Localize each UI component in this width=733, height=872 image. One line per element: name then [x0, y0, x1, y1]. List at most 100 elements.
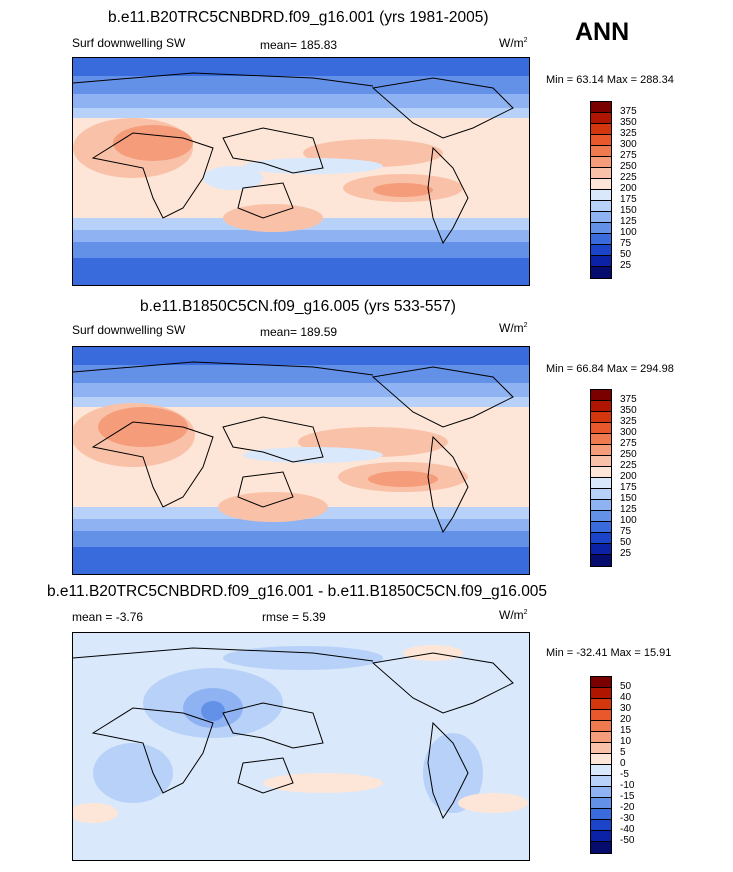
- colorbar-tick-label: 225: [620, 460, 637, 471]
- colorbar-tick-label: 25: [620, 548, 632, 559]
- colorbar-tick-label: 75: [620, 526, 632, 537]
- colorbar-3-swatch: [591, 710, 611, 721]
- colorbar-tick-label: 250: [620, 161, 637, 172]
- colorbar-1-swatch: [591, 223, 611, 234]
- colorbar-tick-label: 150: [620, 205, 637, 216]
- colorbar-3-swatch: [591, 831, 611, 842]
- colorbar-tick-label: 30: [620, 703, 632, 714]
- colorbar-2-swatch: [591, 489, 611, 500]
- panel-3-title: b.e11.B20TRC5CNBDRD.f09_g16.001 - b.e11.…: [47, 583, 548, 600]
- colorbar-tick-label: 20: [620, 714, 632, 725]
- colorbar-tick-label: 275: [620, 438, 637, 449]
- colorbar-1-swatch: [591, 256, 611, 267]
- colorbar-tick-label: 10: [620, 736, 632, 747]
- colorbar-2-swatch: [591, 478, 611, 489]
- colorbar-1-swatch: [591, 157, 611, 168]
- colorbar-2-swatch: [591, 544, 611, 555]
- colorbar-2-swatch: [591, 522, 611, 533]
- colorbar-tick-label: 200: [620, 183, 637, 194]
- colorbar-3-swatch: [591, 798, 611, 809]
- colorbar-1-swatch: [591, 124, 611, 135]
- colorbar-2-swatch: [591, 555, 611, 566]
- panel-3-map: [72, 632, 530, 861]
- panel-1-variable-label: Surf downwelling SW: [72, 36, 186, 50]
- panel-2-map: [72, 346, 530, 575]
- colorbar-tick-label: -5: [620, 769, 629, 780]
- colorbar-tick-label: 40: [620, 692, 632, 703]
- colorbar-tick-label: 100: [620, 227, 637, 238]
- colorbar-3-swatch: [591, 732, 611, 743]
- colorbar-tick-label: 250: [620, 449, 637, 460]
- colorbar-tick-label: 325: [620, 128, 637, 139]
- colorbar-tick-label: 275: [620, 150, 637, 161]
- colorbar-tick-label: 200: [620, 471, 637, 482]
- colorbar-3-swatch: [591, 842, 611, 853]
- colorbar-2-swatch: [591, 511, 611, 522]
- colorbar-tick-label: 25: [620, 260, 632, 271]
- season-label: ANN: [575, 18, 630, 46]
- colorbar-3-swatch: [591, 820, 611, 831]
- panel-1-mean: mean= 185.83: [260, 38, 338, 52]
- panel-1-units: W/m2: [499, 36, 528, 50]
- colorbar-tick-label: 350: [620, 117, 637, 128]
- colorbar-1-swatch: [591, 267, 611, 278]
- colorbar-2-swatch: [591, 401, 611, 412]
- colorbar-tick-label: -50: [620, 835, 635, 846]
- panel-3-colorbar: [590, 676, 612, 854]
- colorbar-3-swatch: [591, 743, 611, 754]
- colorbar-2-swatch: [591, 456, 611, 467]
- panel-1-colorbar: [590, 101, 612, 279]
- colorbar-1-swatch: [591, 190, 611, 201]
- colorbar-tick-label: 175: [620, 482, 637, 493]
- colorbar-2-swatch: [591, 533, 611, 544]
- colorbar-tick-label: -15: [620, 791, 635, 802]
- colorbar-tick-label: -40: [620, 824, 635, 835]
- colorbar-2-swatch: [591, 467, 611, 478]
- panel-2-mean: mean= 189.59: [260, 325, 338, 339]
- panel-2-colorbar: [590, 389, 612, 567]
- panel-3-units: W/m2: [499, 608, 528, 622]
- panel-1-title: b.e11.B20TRC5CNBDRD.f09_g16.001 (yrs 198…: [108, 9, 489, 26]
- panel-3-map-field: [73, 633, 529, 860]
- colorbar-tick-label: 50: [620, 681, 632, 692]
- colorbar-3-swatch: [591, 699, 611, 710]
- colorbar-tick-label: 15: [620, 725, 632, 736]
- colorbar-3-swatch: [591, 765, 611, 776]
- colorbar-tick-label: -10: [620, 780, 635, 791]
- colorbar-2-swatch: [591, 423, 611, 434]
- panel-2-title: b.e11.B1850C5CN.f09_g16.005 (yrs 533-557…: [140, 298, 456, 315]
- colorbar-tick-label: 325: [620, 416, 637, 427]
- panel-1-map: [72, 57, 530, 286]
- colorbar-tick-label: 50: [620, 537, 632, 548]
- colorbar-tick-label: 125: [620, 504, 637, 515]
- colorbar-1-swatch: [591, 212, 611, 223]
- colorbar-3-swatch: [591, 776, 611, 787]
- colorbar-tick-label: 150: [620, 493, 637, 504]
- panel-1-map-field: [73, 58, 529, 285]
- colorbar-tick-label: 100: [620, 515, 637, 526]
- colorbar-tick-label: 75: [620, 238, 632, 249]
- colorbar-1-swatch: [591, 135, 611, 146]
- colorbar-tick-label: 0: [620, 758, 626, 769]
- colorbar-2-swatch: [591, 445, 611, 456]
- colorbar-tick-label: 175: [620, 194, 637, 205]
- colorbar-2-swatch: [591, 500, 611, 511]
- colorbar-tick-label: 350: [620, 405, 637, 416]
- colorbar-1-swatch: [591, 179, 611, 190]
- panel-2-map-field: [73, 347, 529, 574]
- panel-2-minmax: Min = 66.84 Max = 294.98: [546, 363, 674, 375]
- panel-3-mean: mean = -3.76: [72, 610, 144, 624]
- colorbar-3-swatch: [591, 688, 611, 699]
- panel-2-variable-label: Surf downwelling SW: [72, 323, 186, 337]
- colorbar-1-swatch: [591, 234, 611, 245]
- colorbar-2-swatch: [591, 390, 611, 401]
- colorbar-2-swatch: [591, 412, 611, 423]
- colorbar-tick-label: 375: [620, 106, 637, 117]
- colorbar-tick-label: -30: [620, 813, 635, 824]
- colorbar-1-swatch: [591, 102, 611, 113]
- colorbar-tick-label: 375: [620, 394, 637, 405]
- colorbar-tick-label: -20: [620, 802, 635, 813]
- colorbar-3-swatch: [591, 787, 611, 798]
- colorbar-tick-label: 300: [620, 139, 637, 150]
- panel-1-minmax: Min = 63.14 Max = 288.34: [546, 74, 674, 86]
